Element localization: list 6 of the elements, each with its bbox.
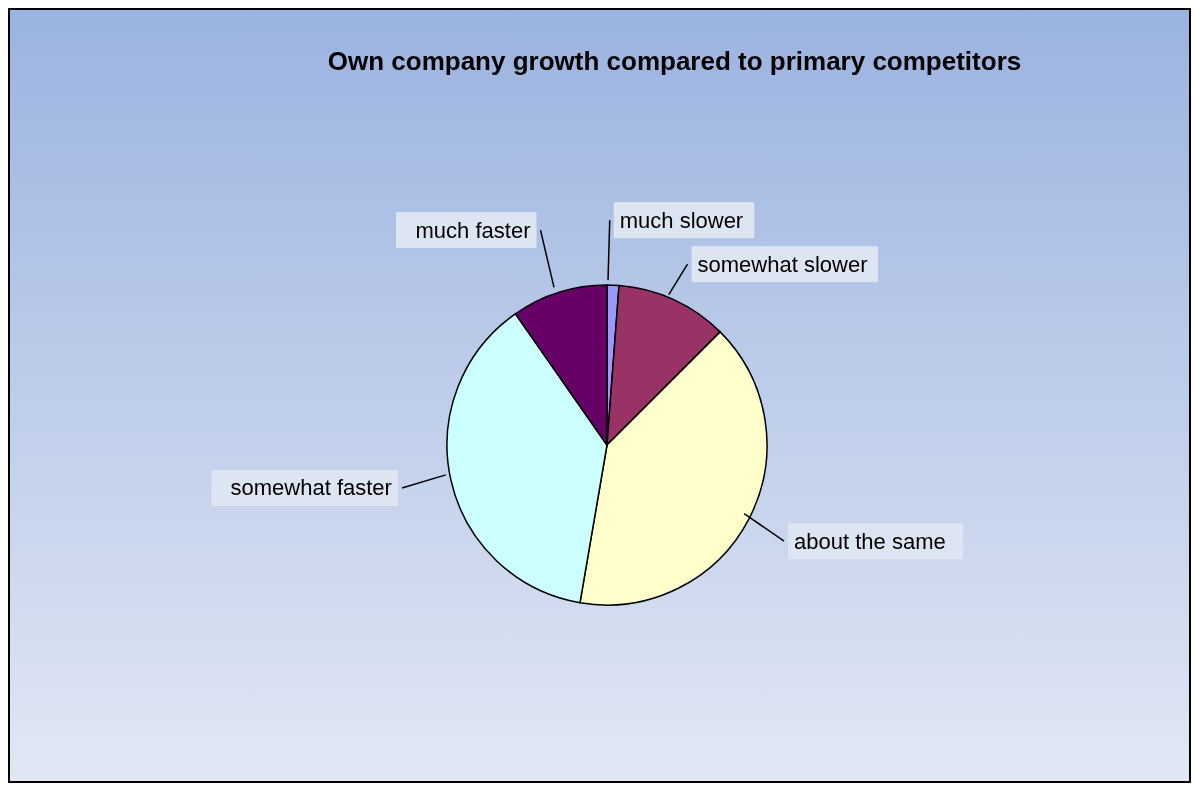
slice-label: much faster (415, 217, 531, 243)
slice-label: about the same (794, 528, 946, 554)
slice-label: somewhat slower (697, 251, 868, 277)
slice-label: somewhat faster (230, 475, 392, 501)
chart-title: Own company growth compared to primary competitors (326, 46, 1023, 77)
slice-label: much slower (619, 207, 744, 233)
